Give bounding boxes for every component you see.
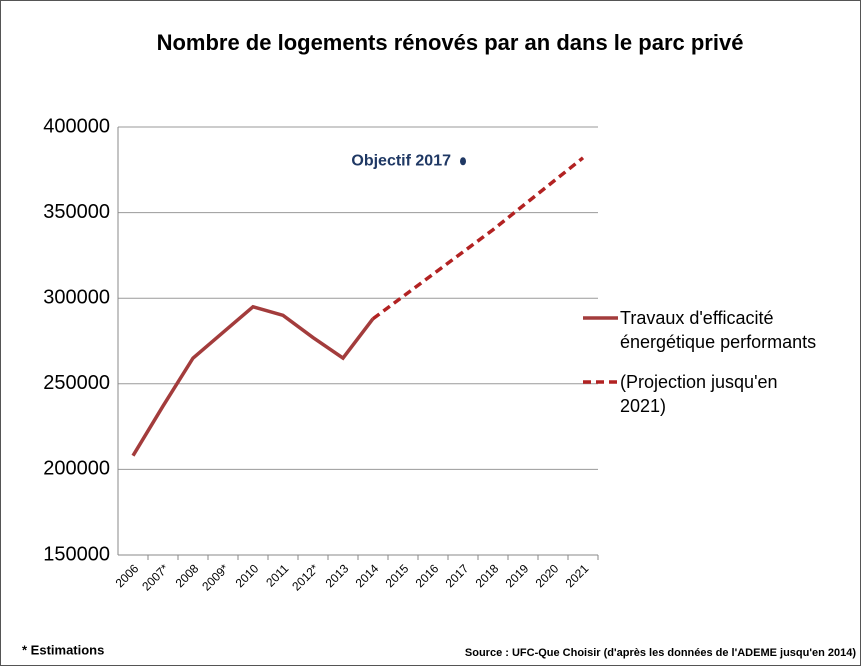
series-line bbox=[131, 304, 375, 457]
y-tick-label: 350000 bbox=[43, 201, 110, 223]
legend-label: (Projection jusqu'en 2021) bbox=[620, 372, 778, 416]
legend-label: Travaux d'efficacité énergétique perform… bbox=[620, 308, 817, 352]
annotation-label: Objectif 2017 bbox=[351, 152, 451, 169]
footnote: * Estimations bbox=[22, 642, 104, 657]
y-tick-label: 400000 bbox=[43, 115, 110, 137]
objective-point bbox=[460, 157, 466, 166]
chart-title: Nombre de logements rénovés par an dans … bbox=[157, 30, 744, 55]
y-tick-label: 200000 bbox=[43, 458, 110, 480]
y-tick-label: 150000 bbox=[43, 543, 110, 565]
y-tick-label: 300000 bbox=[43, 286, 110, 308]
source: Source : UFC-Que Choisir (d'après les do… bbox=[465, 647, 856, 659]
series-line bbox=[371, 156, 585, 321]
y-tick-label: 250000 bbox=[43, 372, 110, 394]
